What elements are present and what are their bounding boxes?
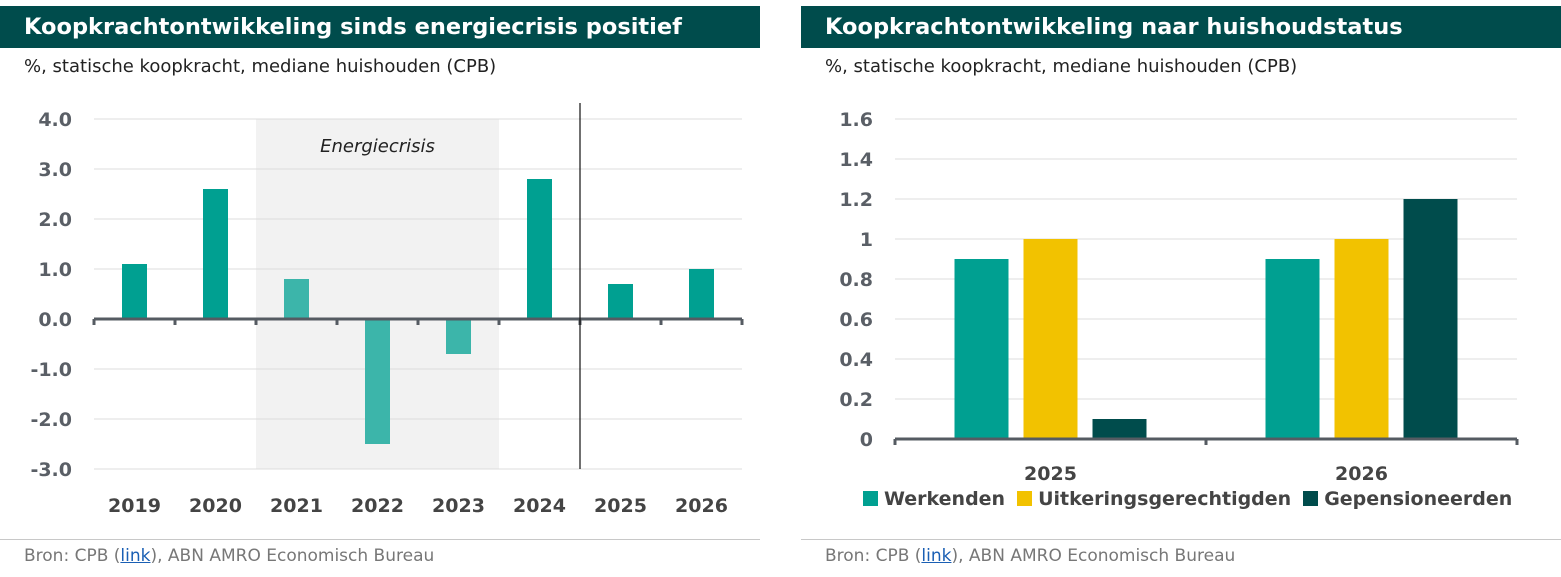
legend-item: Gepensioneerden bbox=[1303, 488, 1512, 510]
source-divider bbox=[0, 539, 760, 540]
source-text: Bron: CPB (link), ABN AMRO Economisch Bu… bbox=[825, 546, 1235, 566]
bar-2025 bbox=[608, 284, 633, 319]
y-tick-label: 0.2 bbox=[839, 389, 873, 411]
x-tick-label: 2020 bbox=[189, 495, 242, 517]
x-tick-label: 2026 bbox=[675, 495, 728, 517]
x-tick-label: 2022 bbox=[351, 495, 404, 517]
source-suffix: ), ABN AMRO Economisch Bureau bbox=[951, 546, 1236, 566]
y-tick-label: 1.4 bbox=[839, 149, 873, 171]
y-tick-label: 4.0 bbox=[38, 109, 72, 131]
chart-right-svg: 1.6 1.4 1.2 1 0.8 0.6 0.4 0.2 0 2025 2026 bbox=[839, 109, 1519, 485]
bar-2022 bbox=[365, 319, 390, 444]
y-tick-label: -2.0 bbox=[30, 409, 72, 431]
x-tick-label: 2019 bbox=[108, 495, 161, 517]
chart-subtitle: %, statische koopkracht, mediane huishou… bbox=[825, 56, 1298, 77]
source-link[interactable]: link bbox=[921, 546, 952, 566]
bar-gepensioneerden-2026 bbox=[1403, 199, 1458, 439]
chart-subtitle: %, statische koopkracht, mediane huishou… bbox=[24, 56, 497, 77]
legend-swatch bbox=[1017, 491, 1033, 506]
source-prefix: Bron: CPB ( bbox=[825, 546, 922, 566]
y-tick-label: 0.6 bbox=[839, 309, 873, 331]
source-prefix: Bron: CPB ( bbox=[24, 546, 121, 566]
bar-2021 bbox=[284, 279, 309, 319]
x-tick-label: 2024 bbox=[513, 495, 566, 517]
x-tick-label: 2026 bbox=[1335, 463, 1388, 485]
x-tick-label: 2021 bbox=[270, 495, 323, 517]
y-tick-label: 1 bbox=[860, 229, 873, 251]
legend-swatch bbox=[863, 491, 878, 506]
legend-swatch bbox=[1303, 491, 1319, 506]
bar-2026 bbox=[689, 269, 714, 319]
y-tick-label: -1.0 bbox=[30, 359, 72, 381]
chart-legend: Werkenden Uitkeringsgerechtigden Gepension… bbox=[863, 488, 1524, 510]
bar-werkenden-2026 bbox=[1265, 259, 1320, 439]
x-tick-label: 2025 bbox=[1024, 463, 1077, 485]
y-tick-label: 3.0 bbox=[38, 159, 72, 181]
legend-item: Uitkeringsgerechtigden bbox=[1017, 488, 1291, 510]
source-link[interactable]: link bbox=[120, 546, 151, 566]
y-tick-label: 2.0 bbox=[38, 209, 72, 231]
source-divider bbox=[801, 539, 1561, 540]
y-tick-label: -3.0 bbox=[30, 459, 72, 481]
y-tick-label: 1.2 bbox=[839, 189, 873, 211]
chart-left-svg: Energiecrisis 4.0 3.0 2.0 1.0 0.0 -1.0 -2.0 -3.0… bbox=[30, 103, 744, 517]
legend-label: Uitkeringsgerechtigden bbox=[1038, 488, 1292, 510]
bar-2023 bbox=[446, 319, 471, 354]
bar-werkenden-2025 bbox=[954, 259, 1009, 439]
x-tick-label: 2023 bbox=[432, 495, 485, 517]
y-tick-label: 0.0 bbox=[38, 309, 72, 331]
legend-label: Werkenden bbox=[884, 488, 1006, 510]
source-suffix: ), ABN AMRO Economisch Bureau bbox=[150, 546, 435, 566]
bar-gepensioneerden-2025 bbox=[1092, 419, 1147, 439]
bar-2024 bbox=[527, 179, 552, 319]
source-text: Bron: CPB (link), ABN AMRO Economisch Bu… bbox=[24, 546, 434, 566]
bar-2020 bbox=[203, 189, 228, 319]
annotation-label: Energiecrisis bbox=[320, 136, 435, 157]
chart-title: Koopkrachtontwikkeling naar huishoudstat… bbox=[801, 6, 1561, 48]
bar-2019 bbox=[122, 264, 147, 319]
y-tick-label: 0.8 bbox=[839, 269, 873, 291]
y-tick-label: 1.0 bbox=[38, 259, 72, 281]
chart-panel-right: Koopkrachtontwikkeling naar huishoudstat… bbox=[801, 0, 1561, 577]
bar-uitkeringsgerechtigden-2025 bbox=[1023, 239, 1078, 439]
legend-label: Gepensioneerden bbox=[1324, 488, 1513, 510]
chart-panel-left: Koopkrachtontwikkeling sinds energiecris… bbox=[0, 0, 760, 577]
y-tick-label: 0 bbox=[860, 429, 873, 451]
chart-title: Koopkrachtontwikkeling sinds energiecris… bbox=[0, 6, 760, 48]
legend-item: Werkenden bbox=[863, 488, 1005, 510]
bar-uitkeringsgerechtigden-2026 bbox=[1334, 239, 1389, 439]
y-tick-label: 0.4 bbox=[839, 349, 873, 371]
x-tick-label: 2025 bbox=[594, 495, 647, 517]
y-tick-label: 1.6 bbox=[839, 109, 873, 131]
